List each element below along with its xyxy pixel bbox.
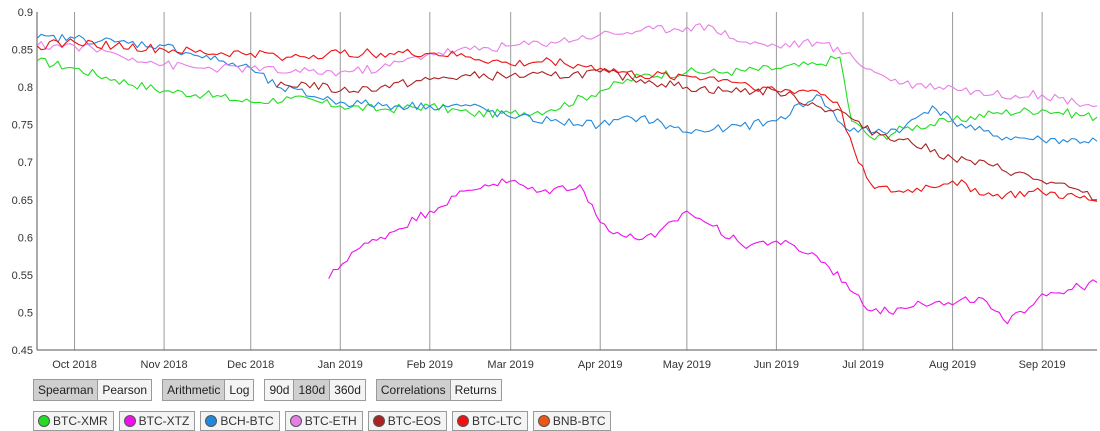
y-tick-label: 0.85 bbox=[12, 45, 33, 57]
legend: BTC-XMR BTC-XTZ BCH-BTC BTC-ETH BTC-EOS … bbox=[33, 411, 612, 431]
legend-label: BTC-EOS bbox=[387, 414, 442, 428]
y-tick-label: 0.45 bbox=[12, 345, 33, 357]
series-lines bbox=[36, 23, 1098, 325]
log-button[interactable]: Log bbox=[224, 380, 254, 400]
legend-label: BTC-ETH bbox=[304, 414, 357, 428]
y-tick-label: 0.7 bbox=[18, 157, 33, 169]
series-line-btc-xmr bbox=[36, 55, 1098, 141]
legend-label: BNB-BTC bbox=[552, 414, 606, 428]
returns-button[interactable]: Returns bbox=[449, 380, 501, 400]
x-tick-label: Feb 2019 bbox=[407, 359, 453, 371]
series-line-btc-eth bbox=[36, 23, 1098, 108]
x-tick-label: Aug 2019 bbox=[929, 359, 976, 371]
legend-item-btc-ltc[interactable]: BTC-LTC bbox=[452, 411, 528, 431]
x-tick-label: Jan 2019 bbox=[318, 359, 363, 371]
correlation-chart: Oct 2018 Nov 2018 Dec 2018 Jan 2019 Feb 2019… bbox=[12, 7, 1098, 371]
x-tick-label: May 2019 bbox=[663, 359, 711, 371]
x-tick-label: Nov 2018 bbox=[141, 359, 188, 371]
y-tick-label: 0.6 bbox=[18, 232, 33, 244]
series-line-bch-btc bbox=[36, 33, 1098, 145]
x-tick-label: Mar 2019 bbox=[487, 359, 533, 371]
360d-button[interactable]: 360d bbox=[329, 380, 365, 400]
x-tick-label: Jun 2019 bbox=[754, 359, 799, 371]
legend-swatch bbox=[123, 415, 136, 427]
legend-swatch bbox=[457, 415, 470, 427]
legend-item-btc-eth[interactable]: BTC-ETH bbox=[284, 411, 363, 431]
x-tick-label: Jul 2019 bbox=[842, 359, 884, 371]
x-tick-label: Apr 2019 bbox=[578, 359, 623, 371]
pearson-button[interactable]: Pearson bbox=[97, 380, 152, 400]
series-line-btc-ltc bbox=[36, 38, 1098, 202]
y-tick-label: 0.75 bbox=[12, 120, 33, 132]
legend-label: BTC-LTC bbox=[472, 414, 522, 428]
legend-item-btc-xmr[interactable]: BTC-XMR bbox=[33, 411, 114, 431]
legend-swatch bbox=[372, 415, 385, 427]
scale-toggle: Arithmetic Log bbox=[162, 379, 255, 401]
legend-item-bch-btc[interactable]: BCH-BTC bbox=[200, 411, 280, 431]
method-toggle: Spearman Pearson bbox=[33, 379, 153, 401]
view-toggle: Correlations Returns bbox=[375, 379, 502, 401]
window-toggle: 90d 180d 360d bbox=[264, 379, 366, 401]
legend-item-btc-xtz[interactable]: BTC-XTZ bbox=[118, 411, 196, 431]
y-tick-label: 0.8 bbox=[18, 82, 33, 94]
spearman-button[interactable]: Spearman bbox=[34, 380, 98, 400]
axes: Oct 2018 Nov 2018 Dec 2018 Jan 2019 Feb 2019… bbox=[12, 7, 1097, 371]
correlations-button[interactable]: Correlations bbox=[376, 380, 450, 400]
legend-label: BTC-XTZ bbox=[138, 414, 190, 428]
180d-button[interactable]: 180d bbox=[293, 380, 330, 400]
legend-item-btc-eos[interactable]: BTC-EOS bbox=[367, 411, 448, 431]
90d-button[interactable]: 90d bbox=[265, 380, 294, 400]
y-tick-label: 0.55 bbox=[12, 270, 33, 282]
series-line-btc-xtz bbox=[328, 178, 1098, 325]
grid bbox=[74, 12, 1043, 350]
legend-item-bnb-btc[interactable]: BNB-BTC bbox=[532, 411, 612, 431]
y-tick-label: 0.65 bbox=[12, 195, 33, 207]
chart-controls: Spearman Pearson Arithmetic Log 90d 180d… bbox=[33, 379, 502, 401]
x-tick-label: Sep 2019 bbox=[1019, 359, 1066, 371]
legend-swatch bbox=[537, 415, 550, 427]
legend-swatch bbox=[205, 415, 218, 427]
legend-label: BTC-XMR bbox=[53, 414, 108, 428]
series-line-btc-eos bbox=[276, 68, 1097, 201]
y-tick-label: 0.5 bbox=[18, 307, 33, 319]
x-tick-label: Oct 2018 bbox=[52, 359, 97, 371]
legend-swatch bbox=[289, 415, 302, 427]
x-tick-label: Dec 2018 bbox=[227, 359, 274, 371]
legend-swatch bbox=[38, 415, 50, 427]
y-tick-label: 0.9 bbox=[18, 7, 33, 19]
legend-label: BCH-BTC bbox=[220, 414, 274, 428]
arithmetic-button[interactable]: Arithmetic bbox=[163, 380, 225, 400]
